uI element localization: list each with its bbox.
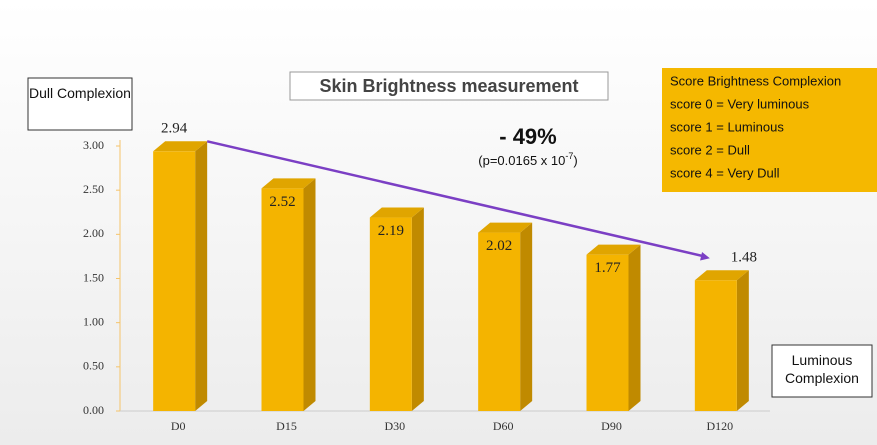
bar-side xyxy=(411,207,424,411)
bar-side xyxy=(303,178,316,411)
value-label: 2.02 xyxy=(486,238,512,254)
y-top-box xyxy=(27,77,133,131)
value-label: 2.19 xyxy=(378,223,404,239)
y-tick-label: 2.00 xyxy=(83,226,104,240)
y-tick-label: 0.00 xyxy=(83,403,104,417)
x-tick-label: D60 xyxy=(493,419,514,433)
legend-line: score 2 = Dull xyxy=(670,142,750,157)
bar-side xyxy=(628,244,641,411)
y-tick-label: 0.50 xyxy=(83,359,104,373)
x-tick-label: D15 xyxy=(276,419,297,433)
bar-side xyxy=(195,141,208,412)
p-close: ) xyxy=(573,153,577,168)
y-tick-label: 2.50 xyxy=(83,182,104,196)
legend-line: score 0 = Very luminous xyxy=(670,96,810,111)
bar-top xyxy=(261,178,316,189)
legend-box xyxy=(662,68,877,192)
bar xyxy=(153,151,196,412)
x-tick-label: D120 xyxy=(706,419,733,433)
annotation: - 49% xyxy=(499,124,556,149)
legend-line: score 4 = Very Dull xyxy=(670,165,780,180)
bar xyxy=(369,217,412,411)
value-label: 1.48 xyxy=(731,250,757,266)
bar-top xyxy=(586,244,641,255)
bar-top xyxy=(369,207,424,218)
title-box xyxy=(289,71,609,101)
legend-line: score 1 = Luminous xyxy=(670,119,784,134)
bar xyxy=(478,232,521,411)
bar xyxy=(586,254,629,411)
value-label: 2.52 xyxy=(269,194,295,210)
bar-side xyxy=(520,222,533,411)
bar xyxy=(261,188,304,411)
y-top-fo: Dull Complexion xyxy=(29,85,131,101)
bar-top xyxy=(478,222,533,233)
p-exp: -7 xyxy=(565,151,573,161)
x-tick-label: D30 xyxy=(384,419,405,433)
legend-line: Score Brightness Complexion xyxy=(670,73,841,88)
arrow-head xyxy=(700,251,710,261)
x-tick-label: D90 xyxy=(601,419,622,433)
y-top-label: Dull Complexion xyxy=(29,85,131,101)
y-bottom-fo: Luminous Complexion xyxy=(785,352,859,386)
bar-top xyxy=(694,270,749,281)
value-label: 2.94 xyxy=(161,121,188,137)
p-value: (p=0.0165 x 10-7) xyxy=(478,151,577,168)
bar-top xyxy=(153,141,208,152)
bar xyxy=(694,280,737,411)
x-tick-label: D0 xyxy=(171,419,186,433)
p-text: (p=0.0165 x 10 xyxy=(478,153,565,168)
trend-arrow xyxy=(206,140,705,258)
bar-side xyxy=(736,270,749,411)
y-tick-label: 3.00 xyxy=(83,138,104,152)
y-bottom-box xyxy=(771,344,873,398)
chart-title: Skin Brightness measurement xyxy=(319,76,578,96)
value-label: 1.77 xyxy=(594,260,621,276)
legend: Score Brightness Complexion score 0 = Ver… xyxy=(670,73,841,180)
y-tick-label: 1.50 xyxy=(83,270,104,284)
y-bottom-label: Luminous Complexion xyxy=(785,352,859,386)
y-tick-label: 1.00 xyxy=(83,314,104,328)
